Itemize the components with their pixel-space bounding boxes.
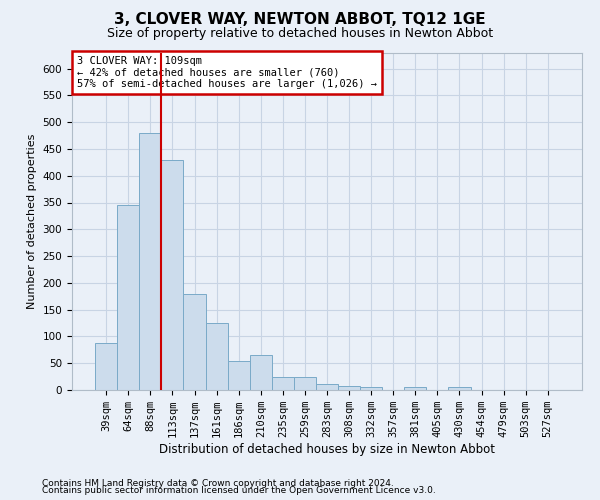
Text: Contains public sector information licensed under the Open Government Licence v3: Contains public sector information licen… xyxy=(42,486,436,495)
Bar xyxy=(316,384,338,390)
Bar xyxy=(117,205,139,390)
Bar xyxy=(95,343,117,390)
Text: 3, CLOVER WAY, NEWTON ABBOT, TQ12 1GE: 3, CLOVER WAY, NEWTON ABBOT, TQ12 1GE xyxy=(114,12,486,28)
Text: Contains HM Land Registry data © Crown copyright and database right 2024.: Contains HM Land Registry data © Crown c… xyxy=(42,478,394,488)
Text: Size of property relative to detached houses in Newton Abbot: Size of property relative to detached ho… xyxy=(107,28,493,40)
Bar xyxy=(161,160,184,390)
Bar xyxy=(184,294,206,390)
Bar xyxy=(250,355,272,390)
X-axis label: Distribution of detached houses by size in Newton Abbot: Distribution of detached houses by size … xyxy=(159,443,495,456)
Y-axis label: Number of detached properties: Number of detached properties xyxy=(27,134,37,309)
Bar xyxy=(338,386,360,390)
Bar xyxy=(404,388,427,390)
Text: 3 CLOVER WAY: 109sqm
← 42% of detached houses are smaller (760)
57% of semi-deta: 3 CLOVER WAY: 109sqm ← 42% of detached h… xyxy=(77,56,377,89)
Bar xyxy=(139,133,161,390)
Bar xyxy=(294,376,316,390)
Bar xyxy=(206,323,227,390)
Bar xyxy=(227,360,250,390)
Bar xyxy=(360,388,382,390)
Bar xyxy=(448,388,470,390)
Bar xyxy=(272,376,294,390)
